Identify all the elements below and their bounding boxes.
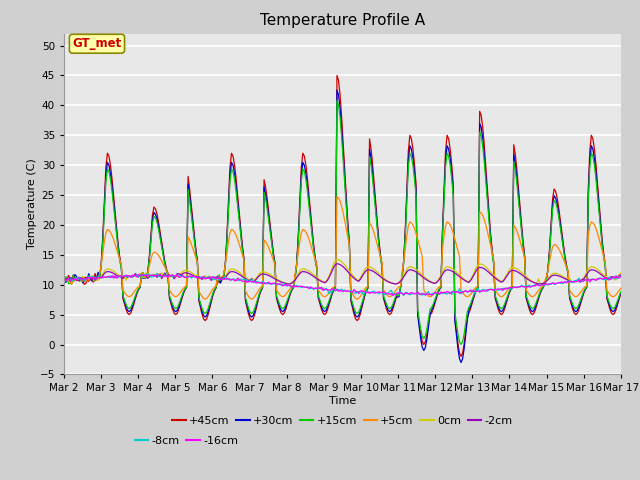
Line: 0cm: 0cm	[64, 260, 621, 284]
-2cm	[254, 275, 262, 280]
0cm	[60, 276, 68, 282]
Line: -2cm: -2cm	[64, 264, 621, 284]
0cm	[589, 264, 596, 270]
+5cm	[246, 296, 254, 301]
-2cm	[617, 272, 625, 278]
-8cm	[228, 277, 236, 283]
+45cm	[60, 276, 68, 282]
-16cm	[140, 272, 147, 277]
Y-axis label: Temperature (C): Temperature (C)	[27, 158, 37, 250]
-8cm	[305, 285, 313, 290]
+5cm	[60, 277, 68, 283]
-16cm	[255, 280, 263, 286]
+15cm	[129, 301, 136, 307]
+5cm	[129, 292, 136, 298]
Line: +30cm: +30cm	[64, 90, 621, 362]
-2cm	[60, 278, 68, 284]
-16cm	[60, 278, 68, 284]
-2cm	[226, 269, 234, 275]
+30cm	[129, 304, 136, 310]
+5cm	[333, 194, 341, 200]
-8cm	[589, 276, 596, 282]
Legend: -8cm, -16cm: -8cm, -16cm	[131, 432, 243, 451]
0cm	[333, 257, 341, 263]
+15cm	[254, 295, 262, 301]
+30cm	[589, 146, 596, 152]
+5cm	[255, 286, 263, 292]
+15cm	[226, 179, 234, 184]
+5cm	[305, 237, 313, 242]
-8cm	[400, 293, 408, 299]
-16cm	[617, 274, 625, 279]
-2cm	[333, 261, 341, 267]
+45cm	[589, 136, 596, 142]
+45cm	[457, 354, 465, 360]
+30cm	[254, 297, 262, 302]
Title: Temperature Profile A: Temperature Profile A	[260, 13, 425, 28]
0cm	[226, 267, 234, 273]
+45cm	[226, 164, 234, 170]
Line: +5cm: +5cm	[64, 197, 621, 299]
-16cm	[589, 277, 596, 283]
+30cm	[333, 87, 341, 93]
+5cm	[589, 220, 596, 226]
+15cm	[617, 289, 625, 295]
+15cm	[589, 154, 596, 159]
+45cm	[303, 177, 311, 182]
+30cm	[244, 308, 252, 314]
-16cm	[246, 278, 254, 284]
-8cm	[255, 280, 263, 286]
0cm	[303, 267, 311, 273]
-8cm	[246, 277, 254, 283]
0cm	[254, 273, 262, 279]
-8cm	[617, 274, 625, 279]
+15cm	[457, 342, 465, 348]
-8cm	[129, 273, 136, 279]
+5cm	[228, 227, 236, 232]
+45cm	[244, 312, 252, 317]
X-axis label: Time: Time	[329, 396, 356, 406]
+15cm	[303, 189, 311, 195]
+45cm	[617, 291, 625, 297]
+30cm	[617, 290, 625, 296]
+15cm	[244, 305, 252, 311]
Line: +15cm: +15cm	[64, 101, 621, 345]
0cm	[244, 277, 252, 283]
-2cm	[129, 274, 136, 280]
-16cm	[129, 272, 136, 278]
-2cm	[303, 270, 311, 276]
+5cm	[617, 286, 625, 291]
Text: GT_met: GT_met	[72, 37, 122, 50]
+45cm	[129, 306, 136, 312]
-16cm	[389, 293, 397, 299]
-2cm	[392, 281, 400, 287]
-16cm	[305, 286, 313, 291]
Line: +45cm: +45cm	[64, 75, 621, 357]
+45cm	[254, 298, 262, 304]
0cm	[536, 281, 544, 287]
-2cm	[589, 267, 596, 273]
+15cm	[333, 98, 341, 104]
-8cm	[153, 270, 161, 276]
-16cm	[228, 276, 236, 282]
-8cm	[60, 278, 68, 284]
+15cm	[60, 279, 68, 285]
+30cm	[457, 360, 465, 365]
Line: -8cm: -8cm	[64, 273, 621, 296]
Line: -16cm: -16cm	[64, 275, 621, 296]
+45cm	[333, 72, 341, 78]
+30cm	[226, 173, 234, 179]
-2cm	[244, 278, 252, 284]
+5cm	[202, 296, 209, 302]
+30cm	[303, 184, 311, 190]
0cm	[617, 270, 625, 276]
0cm	[129, 274, 136, 279]
+30cm	[60, 277, 68, 283]
